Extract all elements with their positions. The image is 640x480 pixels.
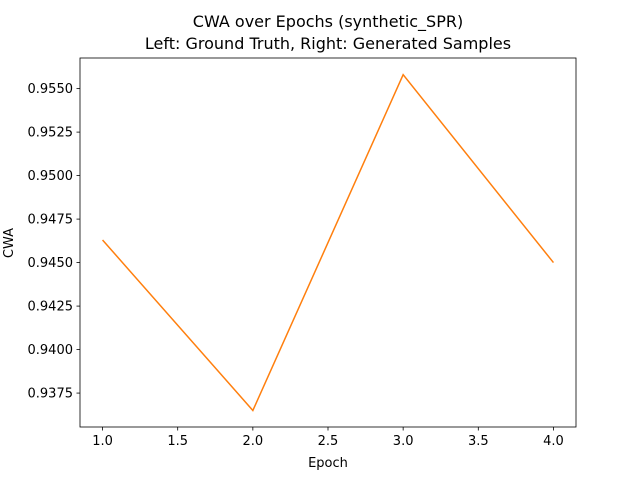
chart-subtitle: Left: Ground Truth, Right: Generated Sam…: [145, 34, 511, 53]
x-axis-label: Epoch: [308, 456, 348, 471]
y-tick-label-1: 0.9400: [28, 343, 74, 358]
x-tick-label-4: 3.0: [393, 434, 414, 449]
y-tick-label-2: 0.9425: [28, 300, 74, 315]
x-tick-label-6: 4.0: [543, 434, 564, 449]
y-tick-label-0: 0.9375: [28, 387, 74, 402]
y-tick-label-6: 0.9525: [28, 126, 74, 141]
x-tick-label-0: 1.0: [92, 434, 113, 449]
y-tick-label-5: 0.9500: [28, 169, 74, 184]
y-tick-label-3: 0.9450: [28, 256, 74, 271]
x-tick-label-1: 1.5: [167, 434, 188, 449]
x-tick-label-5: 3.5: [468, 434, 489, 449]
x-tick-label-3: 2.5: [318, 434, 339, 449]
series-line-0: [101, 73, 555, 412]
chart-title: CWA over Epochs (synthetic_SPR): [193, 12, 463, 32]
y-tick-label-7: 0.9550: [28, 82, 74, 97]
plot-area: 1.0 1.5 2.0 2.5 3.0 3.5 4.0 0.9375 0.9400 0.9425 0…: [28, 57, 577, 449]
y-axis-label: CWA: [2, 228, 17, 258]
x-tick-label-2: 2.0: [243, 434, 264, 449]
y-tick-label-4: 0.9475: [28, 213, 74, 228]
